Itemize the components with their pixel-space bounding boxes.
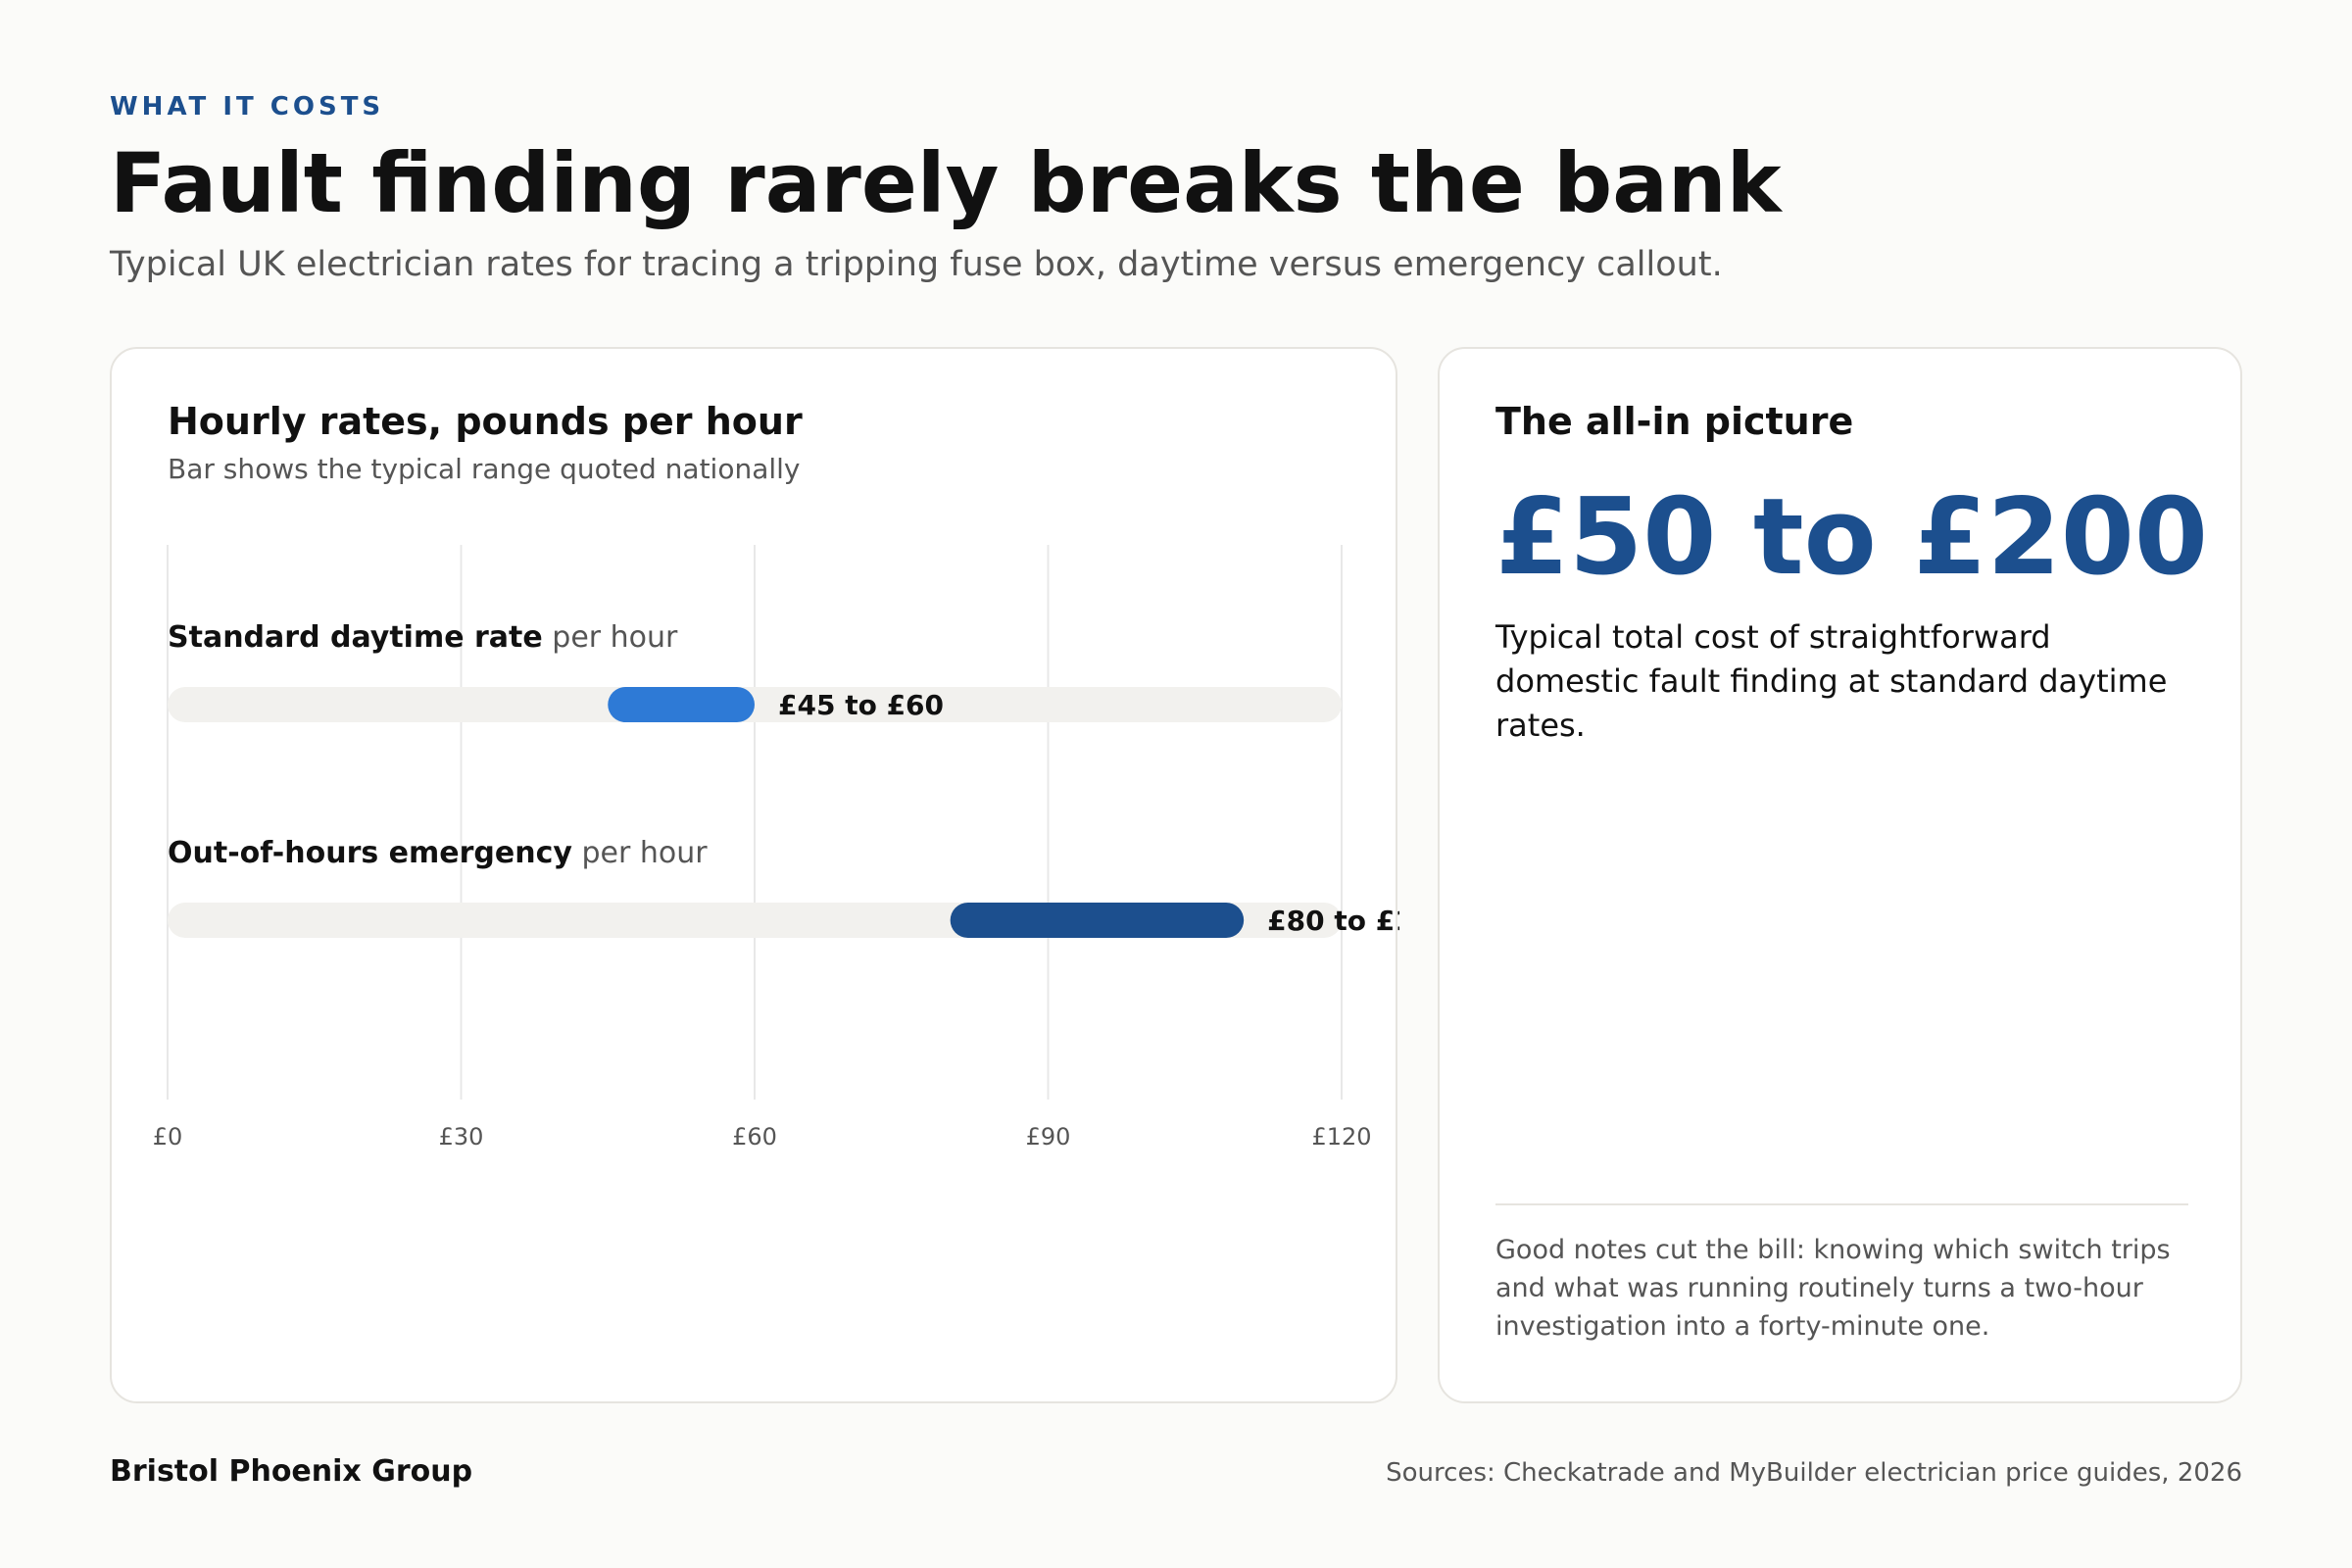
- x-tick-label: £120: [1311, 1123, 1371, 1151]
- savings-note: Good notes cut the bill: knowing which s…: [1495, 1235, 2171, 1342]
- range-value-label: £80 to £110: [1267, 905, 1399, 937]
- x-tick-label: £90: [1026, 1123, 1071, 1151]
- range-bar-chart: £0 £30 £60 £90 £120 Standard daytime rate per…: [153, 545, 1399, 1151]
- total-cost-figure: £50 to £200: [1495, 476, 2209, 599]
- chart-subtitle: Bar shows the typical range quoted natio…: [168, 453, 801, 485]
- total-cost-caption: Typical total cost of straightforward do…: [1495, 618, 2168, 744]
- chart-title: Hourly rates, pounds per hour: [168, 400, 803, 443]
- footer-brand: Bristol Phoenix Group: [110, 1454, 473, 1489]
- series-label: Out-of-hours emergency per hour: [168, 836, 708, 870]
- page-subtitle: Typical UK electrician rates for tracing…: [110, 245, 1723, 284]
- series-label: Standard daytime rate per hour: [168, 620, 678, 655]
- divider: [1495, 1203, 2188, 1205]
- range-bar: [608, 687, 755, 722]
- footer-sources: Sources: Checkatrade and MyBuilder elect…: [1386, 1458, 2242, 1488]
- x-tick-label: £0: [153, 1123, 183, 1151]
- eyebrow-label: WHAT IT COSTS: [110, 92, 385, 122]
- summary-title: The all-in picture: [1495, 400, 1854, 443]
- chart-card: Hourly rates, pounds per hour Bar shows …: [110, 347, 1399, 1403]
- summary-card: The all-in picture £50 to £200 Typical t…: [1438, 347, 2242, 1403]
- page-title: Fault finding rarely breaks the bank: [110, 135, 1782, 231]
- range-value-label: £45 to £60: [778, 689, 944, 721]
- x-tick-label: £30: [439, 1123, 484, 1151]
- x-tick-label: £60: [732, 1123, 777, 1151]
- range-bar: [950, 903, 1245, 938]
